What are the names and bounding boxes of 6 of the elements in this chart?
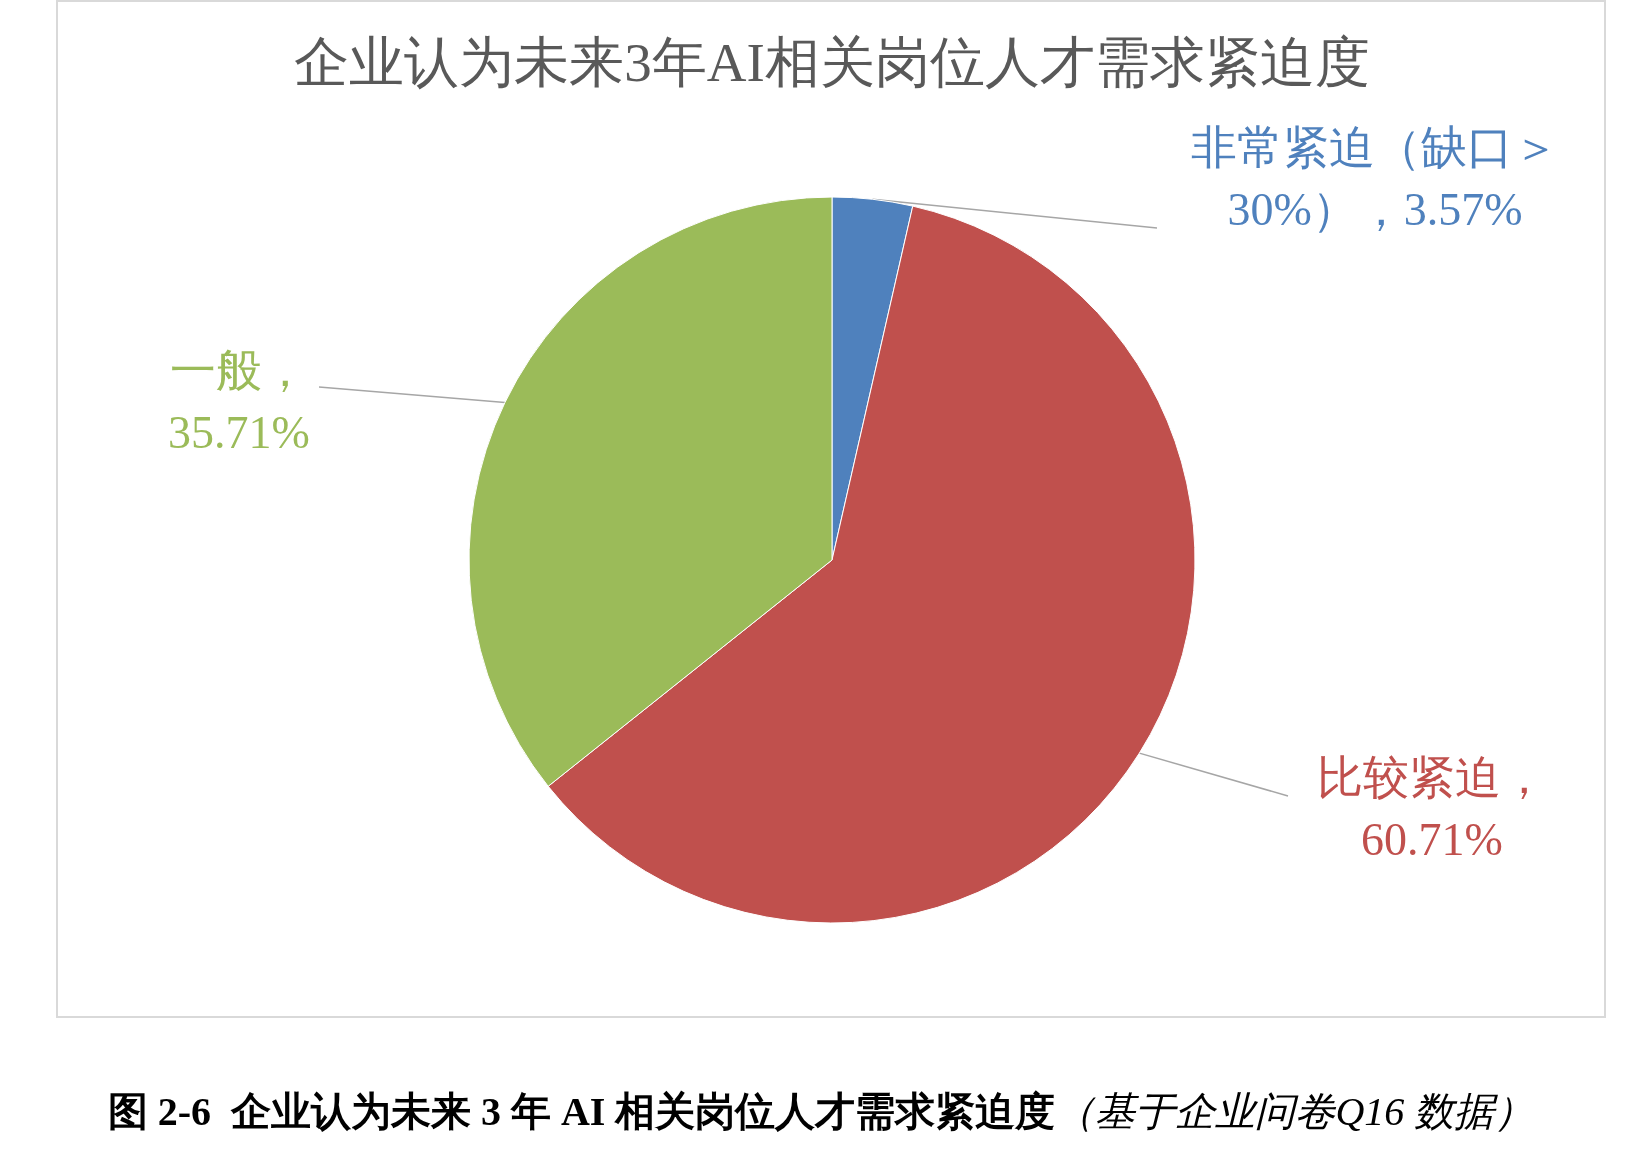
- slice-label: 一般: [170, 344, 262, 396]
- caption: 图 2-6 企业认为未来 3 年 AI 相关岗位人才需求紧迫度: [107, 1089, 1056, 1134]
- data-label: ，3.57%: [1357, 183, 1523, 235]
- chart-title: 企业认为未来3年AI相关岗位人才需求紧迫度: [294, 32, 1370, 93]
- slice-label: 比较紧迫: [1317, 751, 1501, 803]
- text: （基于企业问卷Q16 数据）: [1055, 1089, 1535, 1134]
